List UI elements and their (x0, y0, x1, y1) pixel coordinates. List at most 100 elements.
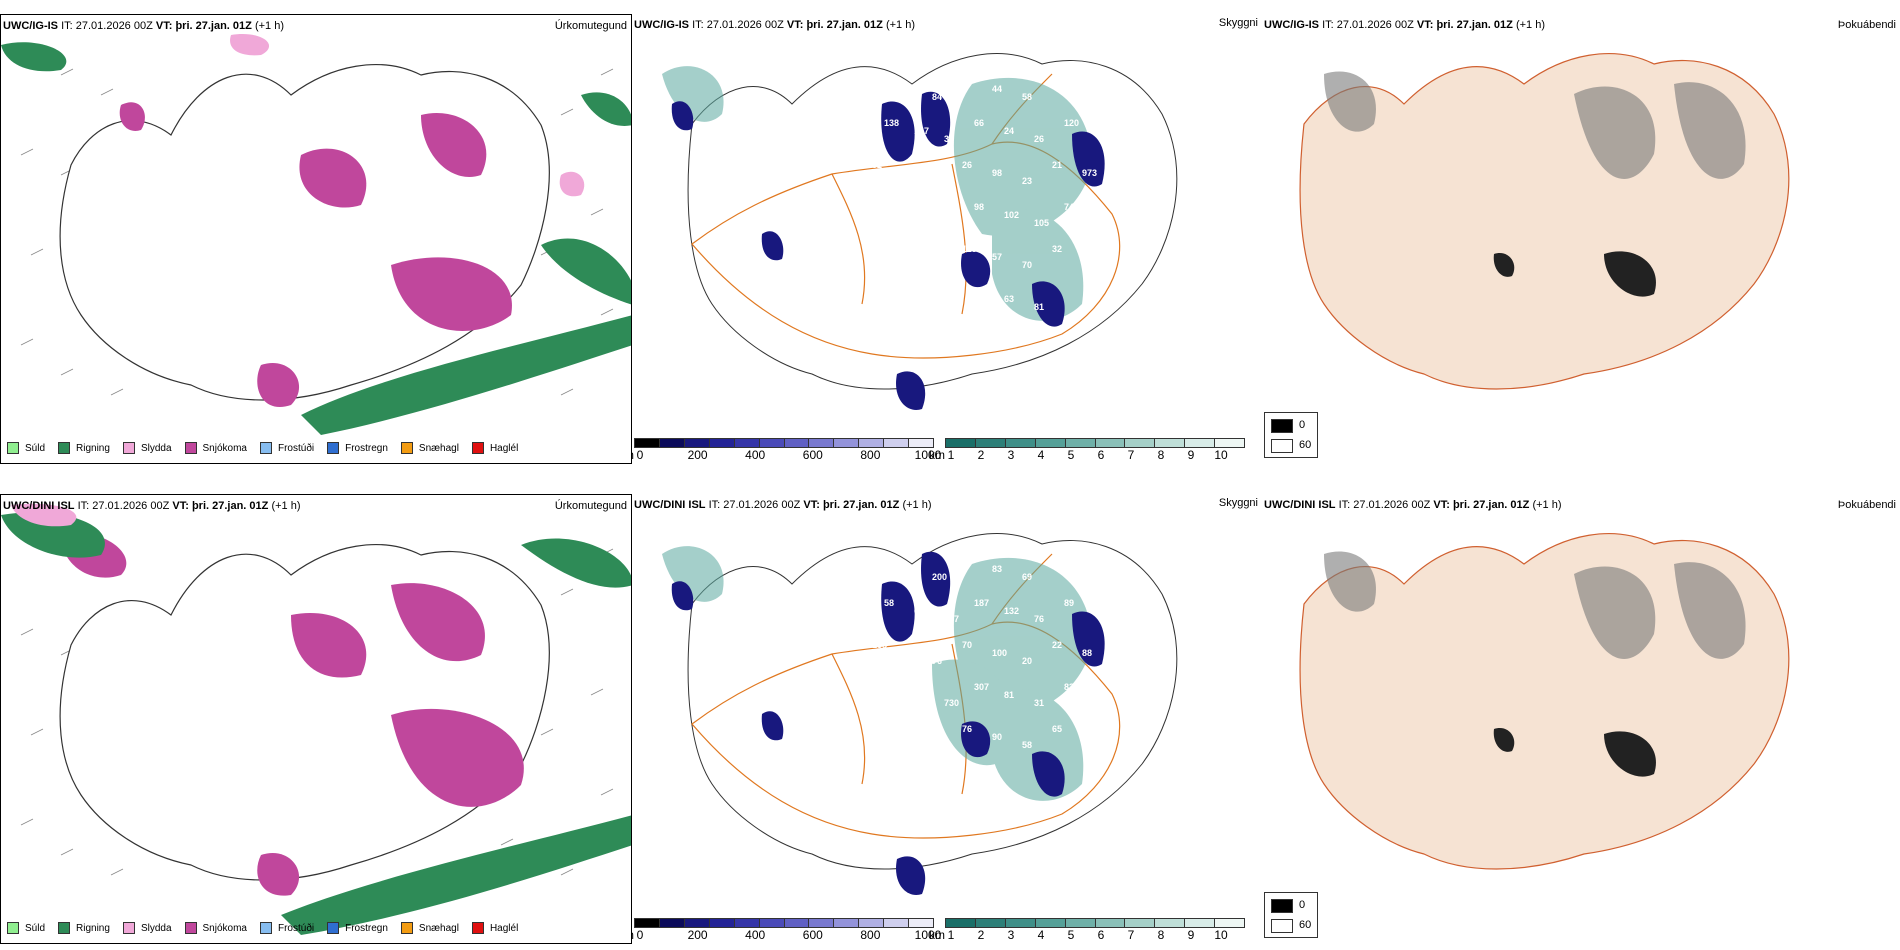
snow-depth-labels: 88 73 84 78 44 58 59 90 138 107 36 66 24 26 120 73 52 84 7… (872, 76, 1104, 312)
snow-depth-map-row1: 88 73 84 78 44 58 59 90 138 107 36 66 24 26 120 73 52 84 7… (632, 14, 1264, 464)
colorbar-cell (1215, 919, 1245, 927)
fog-legend-swatch-1 (1271, 919, 1293, 933)
legend-label: Haglél (489, 922, 519, 934)
vt-value: þri. 27.jan. 01Z (1452, 499, 1530, 511)
panel-header: UWC/IG-IS IT: 27.01.2026 00Z VT: þri. 27… (1264, 19, 1545, 32)
fog-dark (1493, 251, 1656, 297)
colorbar-tick: 1 (947, 448, 955, 462)
legend-swatch (184, 442, 197, 454)
colorbar-tick: 1 (947, 928, 955, 942)
legend-label: Súld (25, 922, 46, 934)
snow-depth-label: 102 (1004, 210, 1019, 220)
colorbar-cell (759, 919, 785, 927)
precip-map-graphic (1, 34, 631, 435)
legend-label: Rigning (76, 922, 110, 934)
panel-header: UWC/DINI ISL IT: 27.01.2026 00Z VT: þri.… (3, 500, 300, 513)
colorbar-cell (1155, 439, 1186, 447)
snow-depth-label: 973 (1082, 168, 1097, 178)
colorbar-cell (834, 919, 860, 927)
colorbar-tick: 10 (1214, 928, 1228, 942)
colorbar-cell (1185, 919, 1216, 927)
model-name: UWC/DINI ISL (3, 500, 75, 512)
fog-grey (1324, 71, 1746, 179)
legend-item: Haglél (471, 442, 518, 454)
precip-type-map-row1: UWC/IG-IS IT: 27.01.2026 00Z VT: þri. 27… (0, 14, 632, 464)
colorbar-cell (1215, 439, 1245, 447)
legend-label: Frostregn (345, 442, 388, 454)
snow-depth-label: 22 (1052, 640, 1062, 650)
snow-depth-label: 187 (974, 598, 989, 608)
vt-value: þri. 27.jan. 01Z (806, 19, 883, 31)
snow-depth-label: 47 (1094, 210, 1104, 220)
iceland-outline (59, 544, 550, 881)
km-colorbar: km 1 2 3 4 5 6 7 8 9 10 (929, 438, 1245, 462)
colorbar-cell (1155, 919, 1186, 927)
snow-depth-label: 138 (872, 640, 887, 650)
snow-depth-label: 76 (932, 656, 942, 666)
colorbar-tick: 8 (1157, 928, 1165, 942)
lead-time: (+1 h) (1515, 19, 1545, 31)
height-colorbar: m0 200 400 600 800 1000 (632, 438, 941, 462)
iceland-outline (1299, 53, 1790, 390)
panel-title: Skyggni (1218, 497, 1258, 509)
snow-depth-label: 76 (962, 724, 972, 734)
panel-title: Skyggni (1218, 17, 1258, 29)
colorbar-tick: 800 (860, 928, 881, 942)
legend-item: Rigning (58, 442, 110, 454)
snow-depth-label: 121 (914, 210, 929, 220)
legend-label: Frostregn (345, 922, 388, 934)
legend-swatch (184, 922, 197, 934)
colorbar-cell (975, 919, 1006, 927)
snow-depth-label: 83 (992, 564, 1002, 574)
height-colorbar: m0 200 400 600 800 1000 (632, 918, 941, 942)
snow-depth-label: 307 (974, 682, 989, 692)
legend-item: Snjókoma (184, 442, 247, 454)
snow-depth-label: 55 (872, 724, 882, 734)
colorbar-tick: 0 (636, 448, 644, 462)
snow-depth-label: 57 (992, 252, 1002, 262)
snow-depth-label: 44 (992, 84, 1002, 94)
colorbar-tick: 4 (1037, 448, 1045, 462)
fog-index-map-row2: UWC/DINI ISL IT: 27.01.2026 00Z VT: þri.… (1264, 494, 1900, 944)
colorbar-tick: 800 (860, 448, 881, 462)
teal-visibility (662, 546, 1092, 801)
snow-depth-label: 120 (1064, 118, 1079, 128)
colorbar-cell (734, 439, 760, 447)
snow-depth-label: 138 (884, 118, 899, 128)
colorbar-cell (1005, 439, 1036, 447)
legend-swatch (471, 442, 484, 454)
fog-map-graphic (1299, 533, 1790, 870)
fog-grey (1324, 551, 1746, 659)
snow-depth-label: 84 (902, 252, 912, 262)
colorbar-unit: km (929, 928, 945, 942)
lead-time: (+1 h) (885, 19, 915, 31)
colorbar-unit: m (632, 448, 634, 462)
height-colorbar-ticks: m0 200 400 600 800 1000 (632, 928, 941, 942)
colorbar-cell (1095, 919, 1126, 927)
fog-legend-label-0: 0 (1299, 899, 1306, 911)
it-value: 27.01.2026 00Z (75, 20, 153, 32)
it-label: IT: (708, 499, 721, 511)
colorbar-cell (909, 439, 934, 447)
legend-swatch (471, 922, 484, 934)
colorbar-cell (1005, 919, 1036, 927)
colorbar-tick: 7 (1127, 448, 1135, 462)
model-name: UWC/IG-IS (1264, 19, 1319, 31)
legend-swatch (259, 442, 272, 454)
colorbar-tick: 400 (745, 928, 766, 942)
colorbar-tick: 8 (1157, 448, 1165, 462)
legend-swatch (400, 922, 413, 934)
colorbar-tick: 10 (1214, 448, 1228, 462)
lead-time: (+1 h) (254, 20, 284, 32)
snow-depth-label: 116 (962, 244, 977, 254)
snow-depth-label: 21 (1052, 160, 1062, 170)
fog-index-map-row1: UWC/IG-IS IT: 27.01.2026 00Z VT: þri. 27… (1264, 14, 1900, 464)
legend-label: Rigning (76, 442, 110, 454)
colorbar-cell (1065, 919, 1096, 927)
snow-depth-label: 20 (1022, 656, 1032, 666)
snow-depth-label: 83 (884, 286, 894, 296)
snow-depth-label: 84 (944, 302, 954, 312)
vt-label: VT: (1416, 19, 1434, 31)
legend-item: Haglél (471, 922, 519, 934)
legend-item: Frostregn (327, 442, 388, 454)
